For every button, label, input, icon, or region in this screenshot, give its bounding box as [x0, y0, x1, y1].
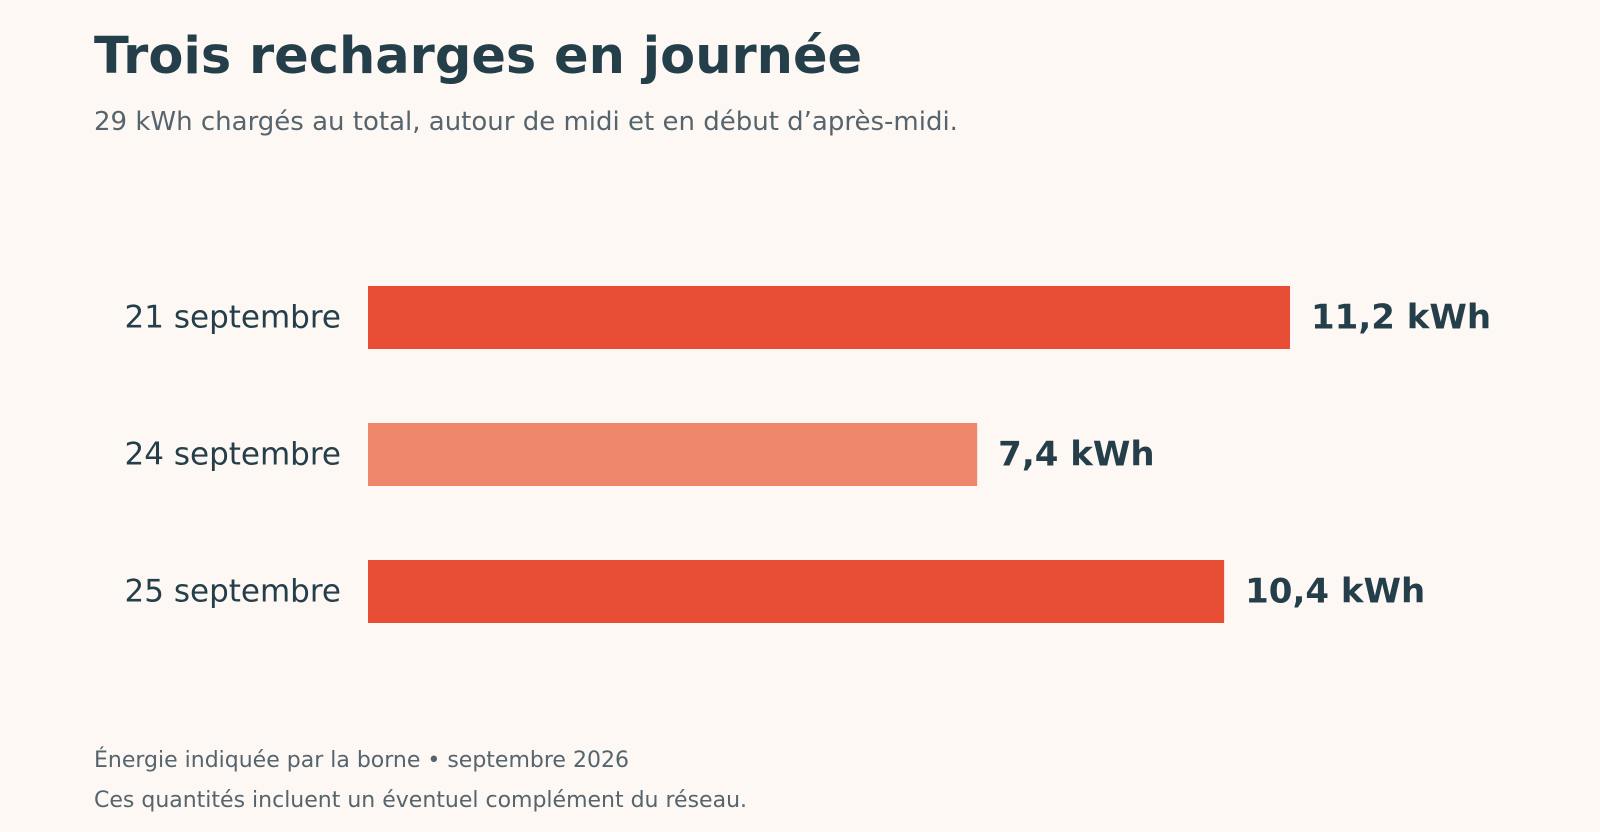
source-note: Énergie indiquée par la borne • septembr…	[94, 748, 629, 773]
value-label: 7,4 kWh	[998, 435, 1154, 475]
value-label: 10,4 kWh	[1245, 572, 1425, 612]
category-label: 25 septembre	[125, 574, 341, 610]
category-label: 21 septembre	[125, 300, 341, 336]
bar	[368, 560, 1225, 623]
category-label: 24 septembre	[125, 437, 341, 473]
bar-chart: 21 septembre 11,2 kWh 24 septembre 7,4 kWh 2…	[125, 286, 1491, 623]
chart-subtitle: 29 kWh chargés au total, autour de midi …	[94, 107, 958, 137]
value-label: 11,2 kWh	[1311, 298, 1491, 338]
bar	[368, 423, 978, 486]
chart-title: Trois recharges en journée	[94, 27, 863, 86]
bar	[368, 286, 1290, 349]
footnote: Ces quantités incluent un éventuel compl…	[94, 788, 748, 813]
